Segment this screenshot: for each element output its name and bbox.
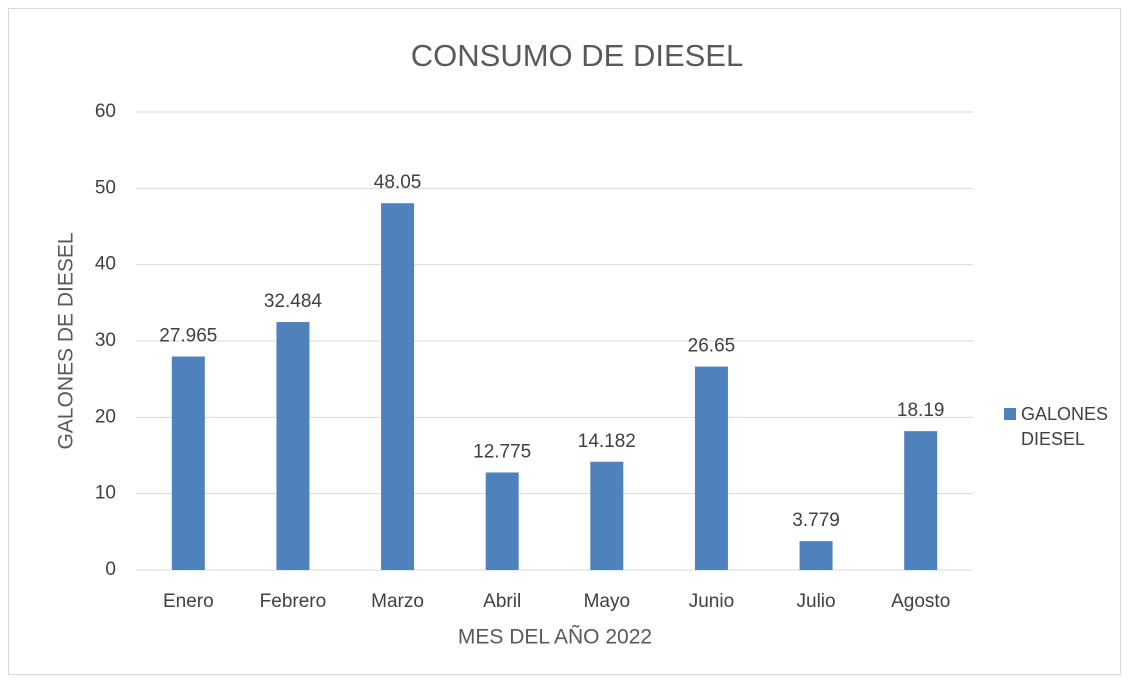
- data-label: 26.65: [688, 336, 736, 357]
- y-tick-label: 50: [95, 177, 116, 198]
- legend: GALONES DIESEL: [1004, 402, 1119, 452]
- x-axis-label: MES DEL AÑO 2022: [458, 625, 652, 649]
- legend-swatch: [1004, 408, 1016, 420]
- y-tick-label: 30: [95, 330, 116, 351]
- y-tick-label: 60: [95, 101, 116, 122]
- data-label: 12.775: [473, 441, 531, 462]
- y-tick-label: 10: [95, 483, 116, 504]
- x-tick-label: Marzo: [371, 591, 424, 612]
- legend-label: GALONES DIESEL: [1021, 404, 1109, 449]
- bar: [171, 356, 205, 570]
- bar: [904, 431, 938, 570]
- bar: [276, 322, 310, 570]
- data-label: 3.779: [792, 510, 840, 531]
- data-label: 14.182: [578, 431, 636, 452]
- y-tick-label: 20: [95, 406, 116, 427]
- bar: [590, 461, 624, 570]
- chart-title: CONSUMO DE DIESEL: [411, 38, 743, 73]
- data-label: 27.965: [159, 326, 217, 347]
- x-tick-label: Julio: [797, 591, 836, 612]
- data-label: 48.05: [374, 172, 422, 193]
- bar: [694, 366, 728, 570]
- bar: [381, 203, 415, 571]
- bar: [799, 541, 833, 570]
- x-tick-label: Agosto: [891, 591, 950, 612]
- x-tick-label: Febrero: [260, 591, 327, 612]
- data-label: 18.19: [897, 400, 945, 421]
- bar: [485, 472, 519, 570]
- x-tick-label: Abril: [483, 591, 521, 612]
- y-axis-label: GALONES DE DIESEL: [55, 232, 78, 449]
- y-tick-label: 0: [105, 559, 116, 580]
- x-tick-label: Mayo: [584, 591, 630, 612]
- data-label: 32.484: [264, 291, 323, 312]
- y-tick-label: 40: [95, 254, 116, 275]
- x-tick-label: Enero: [163, 591, 214, 612]
- x-tick-label: Junio: [689, 591, 734, 612]
